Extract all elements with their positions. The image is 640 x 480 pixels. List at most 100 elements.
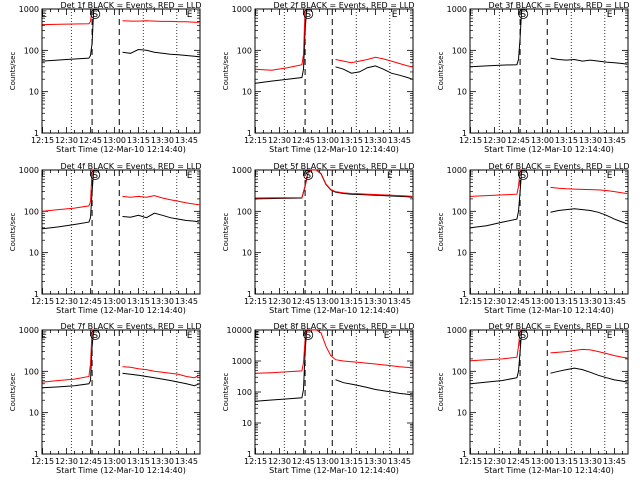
marker-label: E xyxy=(607,331,613,341)
plot-frame xyxy=(41,169,201,295)
series-line-events xyxy=(42,9,200,62)
y-tick-label: 100 xyxy=(237,46,252,55)
marker-label: E xyxy=(607,10,613,20)
x-tick-label: 13:30 xyxy=(579,457,602,466)
x-tick-label: 13:15 xyxy=(555,297,578,306)
y-tick-label: 1 xyxy=(462,450,467,459)
x-tick-label: 12:30 xyxy=(268,297,291,306)
x-tick-label: 13:00 xyxy=(316,136,339,145)
x-tick-label: 13:45 xyxy=(388,457,411,466)
marker-label: E xyxy=(187,331,193,341)
x-tick-label: 13:00 xyxy=(316,457,339,466)
marker-label: E xyxy=(254,331,260,341)
panel-title: Det 6f BLACK = Events, RED = LLD xyxy=(488,162,629,171)
x-tick-label: 13:30 xyxy=(364,297,387,306)
x-tick-label: 12:30 xyxy=(55,136,78,145)
x-tick-label: 13:45 xyxy=(603,136,626,145)
y-axis-label: Counts/sec xyxy=(437,52,445,91)
marker-label: S xyxy=(92,10,98,20)
x-tick-label: 13:15 xyxy=(340,136,363,145)
detector-panel-2: Det 2f BLACK = Events, RED = LLD 1 10 100 10… xyxy=(222,1,415,154)
y-axis-label: Counts/sec xyxy=(9,373,17,412)
x-tick-label: 12:15 xyxy=(31,297,54,306)
series-line-lld xyxy=(42,9,200,26)
panel-title: Det 5f BLACK = Events, RED = LLD xyxy=(273,162,414,171)
x-tick-label: 13:00 xyxy=(531,136,554,145)
y-tick-label: 10 xyxy=(242,88,252,97)
y-tick-label: 1000 xyxy=(232,357,252,366)
x-tick-label: 13:45 xyxy=(175,136,198,145)
y-tick-label: 1 xyxy=(34,290,39,299)
y-tick-label: 1 xyxy=(462,290,467,299)
y-tick-label: 100 xyxy=(24,207,39,216)
marker-circle xyxy=(90,170,101,180)
x-tick-label: 12:45 xyxy=(292,297,315,306)
detector-panel-4: Det 4f BLACK = Events, RED = LLD 1 10 100 10… xyxy=(9,162,202,315)
panel-title: Det 8f BLACK = Events, RED = LLD xyxy=(273,322,414,331)
y-axis-label: Counts/sec xyxy=(222,52,230,91)
y-tick-label: 1000 xyxy=(19,5,39,14)
marker-label: E xyxy=(607,171,613,181)
x-tick-label: 12:30 xyxy=(55,297,78,306)
marker-circle xyxy=(518,170,529,180)
x-tick-label: 12:30 xyxy=(483,136,506,145)
y-tick-label: 1 xyxy=(247,129,252,138)
series-line-lld xyxy=(470,170,628,197)
y-tick-label: 1000 xyxy=(232,5,252,14)
series-line-events xyxy=(470,9,628,68)
y-tick-label: 10 xyxy=(29,249,39,258)
x-axis-label: Start Time (12-Mar-10 12:14:40) xyxy=(56,466,186,475)
x-axis-label: Start Time (12-Mar-10 12:14:40) xyxy=(484,306,614,315)
x-tick-label: 13:45 xyxy=(603,457,626,466)
y-axis-label: Counts/sec xyxy=(222,213,230,252)
marker-label: E xyxy=(41,10,47,20)
y-axis-label: Counts/sec xyxy=(437,213,445,252)
y-tick-label: 1 xyxy=(247,450,252,459)
y-tick-label: 10 xyxy=(242,249,252,258)
x-tick-label: 13:00 xyxy=(531,297,554,306)
x-tick-label: 12:15 xyxy=(244,136,267,145)
marker-circle xyxy=(90,9,101,19)
detector-panel-6: Det 6f BLACK = Events, RED = LLD 1 10 100 10… xyxy=(437,162,630,315)
panel-title: Det 7f BLACK = Events, RED = LLD xyxy=(60,322,201,331)
marker-circle xyxy=(518,330,529,340)
x-tick-label: 13:30 xyxy=(151,136,174,145)
series-line-lld xyxy=(255,170,413,199)
x-tick-label: 12:15 xyxy=(244,297,267,306)
marker-label: E xyxy=(187,171,193,181)
x-tick-label: 13:00 xyxy=(316,297,339,306)
plot-frame xyxy=(254,169,414,295)
marker-label: S xyxy=(305,10,311,20)
marker-label: E xyxy=(41,331,47,341)
x-axis-label: Start Time (12-Mar-10 12:14:40) xyxy=(269,145,399,154)
plot-frame xyxy=(254,8,414,134)
y-tick-label: 100 xyxy=(452,367,467,376)
panel-title: Det 4f BLACK = Events, RED = LLD xyxy=(60,162,201,171)
detector-panel-1: Det 1f BLACK = Events, RED = LLD 1 10 100 10… xyxy=(9,1,202,154)
y-tick-label: 1000 xyxy=(19,326,39,335)
marker-label: S xyxy=(520,10,526,20)
y-axis-label: Counts/sec xyxy=(9,52,17,91)
marker-label: E xyxy=(187,10,193,20)
y-axis-label: Counts/sec xyxy=(437,373,445,412)
detector-panel-3: Det 3f BLACK = Events, RED = LLD 1 10 100 10… xyxy=(437,1,630,154)
x-tick-label: 12:30 xyxy=(268,136,291,145)
plot-frame xyxy=(469,8,629,134)
y-tick-label: 100 xyxy=(24,46,39,55)
x-tick-label: 12:45 xyxy=(292,136,315,145)
series-line-events xyxy=(42,170,200,230)
y-tick-label: 1 xyxy=(247,290,252,299)
y-tick-label: 10 xyxy=(457,88,467,97)
x-tick-label: 12:30 xyxy=(483,297,506,306)
y-tick-label: 100 xyxy=(24,367,39,376)
y-tick-label: 10 xyxy=(29,88,39,97)
detector-panel-5: Det 5f BLACK = Events, RED = LLD 1 10 100 10… xyxy=(222,162,415,315)
x-tick-label: 12:45 xyxy=(79,136,102,145)
x-tick-label: 13:15 xyxy=(555,136,578,145)
x-axis-label: Start Time (12-Mar-10 12:14:40) xyxy=(56,306,186,315)
marker-label: S xyxy=(92,171,98,181)
x-axis-label: Start Time (12-Mar-10 12:14:40) xyxy=(484,145,614,154)
x-tick-label: 13:15 xyxy=(555,457,578,466)
x-tick-label: 13:30 xyxy=(579,136,602,145)
